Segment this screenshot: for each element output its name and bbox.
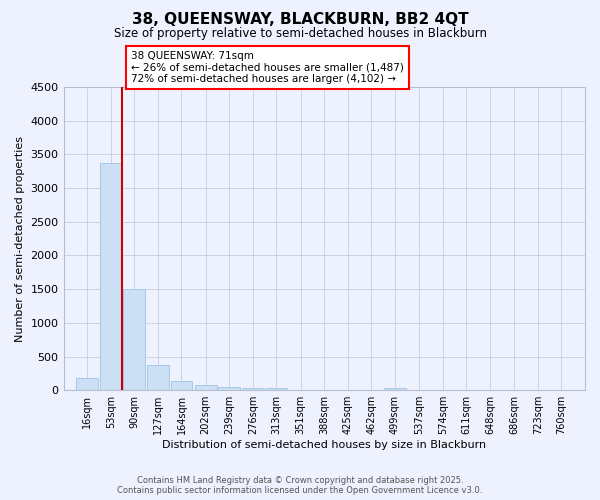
Bar: [384, 388, 406, 390]
Bar: [170, 381, 193, 390]
Bar: [218, 386, 240, 390]
Text: Contains HM Land Registry data © Crown copyright and database right 2025.
Contai: Contains HM Land Registry data © Crown c…: [118, 476, 482, 495]
Bar: [266, 388, 287, 390]
Y-axis label: Number of semi-detached properties: Number of semi-detached properties: [15, 136, 25, 342]
X-axis label: Distribution of semi-detached houses by size in Blackburn: Distribution of semi-detached houses by …: [162, 440, 487, 450]
Bar: [76, 378, 98, 390]
Bar: [100, 163, 122, 390]
Text: 38 QUEENSWAY: 71sqm
← 26% of semi-detached houses are smaller (1,487)
72% of sem: 38 QUEENSWAY: 71sqm ← 26% of semi-detach…: [131, 51, 404, 84]
Text: 38, QUEENSWAY, BLACKBURN, BB2 4QT: 38, QUEENSWAY, BLACKBURN, BB2 4QT: [131, 12, 469, 28]
Bar: [242, 388, 264, 390]
Bar: [124, 289, 145, 390]
Bar: [195, 385, 217, 390]
Text: Size of property relative to semi-detached houses in Blackburn: Size of property relative to semi-detach…: [113, 28, 487, 40]
Bar: [147, 366, 169, 390]
